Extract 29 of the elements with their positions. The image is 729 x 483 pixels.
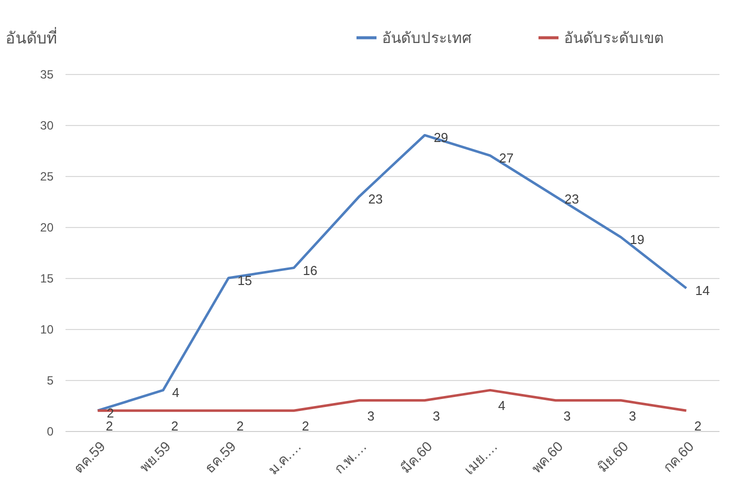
data-label: 4 (498, 398, 506, 414)
y-tick-label: 35 (40, 68, 54, 82)
data-label: 15 (238, 273, 252, 288)
data-label: 3 (432, 408, 440, 424)
data-label: 14 (695, 283, 710, 298)
data-label: 2 (694, 418, 702, 434)
data-label: 3 (564, 408, 571, 424)
y-axis-title: อันดับที่ (6, 26, 58, 48)
data-label: 27 (499, 150, 514, 166)
y-tick-label: 0 (46, 424, 54, 438)
data-label: 23 (368, 191, 383, 206)
data-label: 3 (628, 408, 636, 424)
data-label: 16 (302, 262, 318, 278)
data-label: 4 (172, 385, 180, 400)
y-tick-label: 15 (40, 272, 54, 286)
y-tick-label: 5 (46, 374, 54, 388)
data-label: 19 (630, 232, 644, 248)
data-label: 23 (564, 191, 579, 206)
y-tick-label: 20 (40, 220, 54, 234)
data-label: 2 (171, 418, 178, 434)
data-label: 2 (106, 418, 113, 434)
data-label: 3 (367, 408, 375, 424)
y-tick-label: 30 (40, 118, 54, 132)
y-tick-label: 25 (40, 170, 54, 184)
data-label: 2 (236, 418, 244, 434)
legend-label: อันดับระดับเขต (564, 30, 664, 47)
legend-label: อันดับประเทศ (382, 30, 472, 47)
y-tick-label: 10 (40, 322, 54, 336)
data-label: 2 (302, 418, 310, 434)
